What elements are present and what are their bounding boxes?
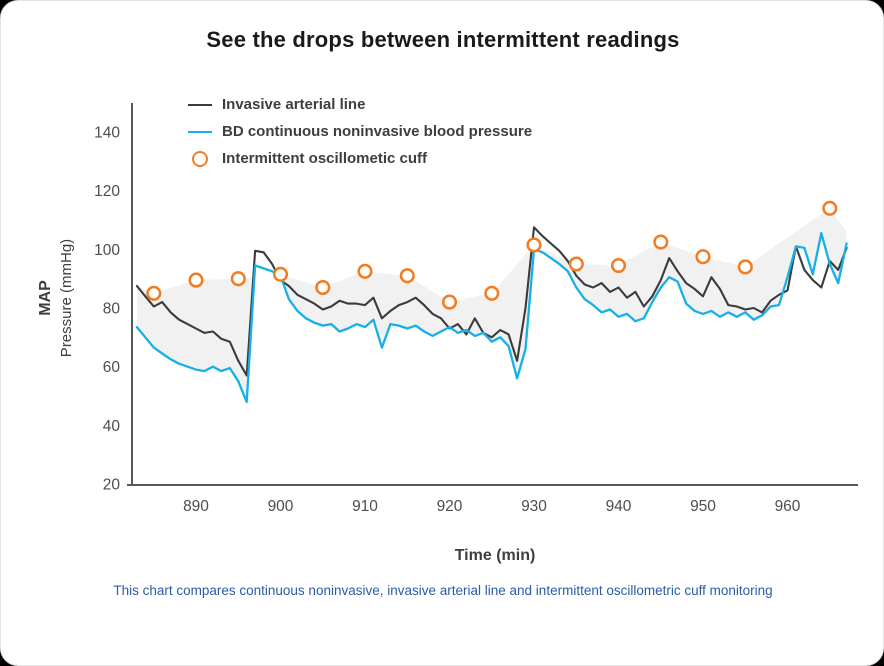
- axes: [127, 103, 858, 486]
- cuff-ring-swatch-icon: [187, 150, 213, 167]
- x-tick-label: 960: [775, 498, 801, 515]
- x-tick-label: 890: [183, 498, 209, 515]
- cuff-reading-marker: [484, 285, 500, 301]
- invasive-arterial-line: [135, 226, 848, 377]
- cuff-reading-marker: [441, 294, 458, 310]
- cuff-reading-marker: [568, 256, 584, 272]
- cuff-reading-marker: [230, 271, 246, 287]
- cuff-reading-marker: [822, 200, 838, 216]
- x-tick-label: 910: [352, 498, 378, 515]
- y-tick-label: 40: [103, 418, 121, 435]
- y-axis-title-pressure: Pressure (mmHg): [58, 238, 75, 358]
- cuff-reading-marker: [526, 237, 542, 253]
- between-readings-band: [136, 208, 847, 402]
- y-tick-label: 60: [103, 359, 121, 376]
- bd-line-swatch-icon: [187, 130, 213, 133]
- cuff-reading-marker: [653, 234, 669, 250]
- y-axis-title-map: MAP: [37, 280, 54, 316]
- cuff-reading-marker: [188, 272, 204, 288]
- bd-continuous-line: [135, 232, 848, 404]
- y-tick-label: 120: [94, 183, 120, 200]
- cuff-reading-marker: [146, 285, 162, 301]
- legend-label: BD continuous noninvasive blood pressure: [222, 123, 533, 140]
- x-axis-title: Time (min): [454, 547, 536, 564]
- x-tick-label: 900: [268, 498, 294, 515]
- legend-item-invasive: Invasive arterial line: [187, 91, 532, 118]
- y-tick-label: 140: [94, 125, 120, 142]
- y-axis-title: MAP Pressure (mmHg): [35, 173, 79, 423]
- tick-labels: 20 40 60 80 100 120 140 890 900 910 920 930 940 950 96…: [94, 125, 801, 516]
- legend-label: Intermittent oscillometic cuff: [222, 150, 428, 167]
- cuff-reading-marker: [737, 259, 753, 275]
- x-tick-label: 930: [521, 498, 547, 515]
- y-tick-label: 100: [94, 242, 120, 259]
- x-tick-label: 940: [606, 498, 632, 515]
- cuff-markers: [146, 200, 838, 310]
- legend-item-bd-continuous: BD continuous noninvasive blood pressure: [187, 118, 532, 145]
- chart-caption: This chart compares continuous noninvasi…: [113, 583, 773, 598]
- cuff-reading-marker: [695, 249, 711, 265]
- chart-title: See the drops between intermittent readi…: [206, 27, 680, 52]
- y-tick-label: 20: [103, 477, 121, 494]
- cuff-reading-marker: [610, 257, 627, 274]
- legend-item-cuff: Intermittent oscillometic cuff: [187, 145, 532, 172]
- legend: Invasive arterial line BD continuous non…: [187, 91, 532, 172]
- invasive-line-swatch-icon: [187, 103, 213, 106]
- cuff-reading-marker: [399, 268, 415, 284]
- legend-label: Invasive arterial line: [222, 96, 366, 113]
- x-tick-label: 950: [690, 498, 716, 515]
- cuff-reading-marker: [315, 279, 331, 296]
- x-tick-label: 920: [437, 498, 463, 515]
- y-tick-label: 80: [103, 301, 121, 318]
- cuff-reading-marker: [357, 263, 373, 279]
- cuff-reading-marker: [272, 266, 289, 282]
